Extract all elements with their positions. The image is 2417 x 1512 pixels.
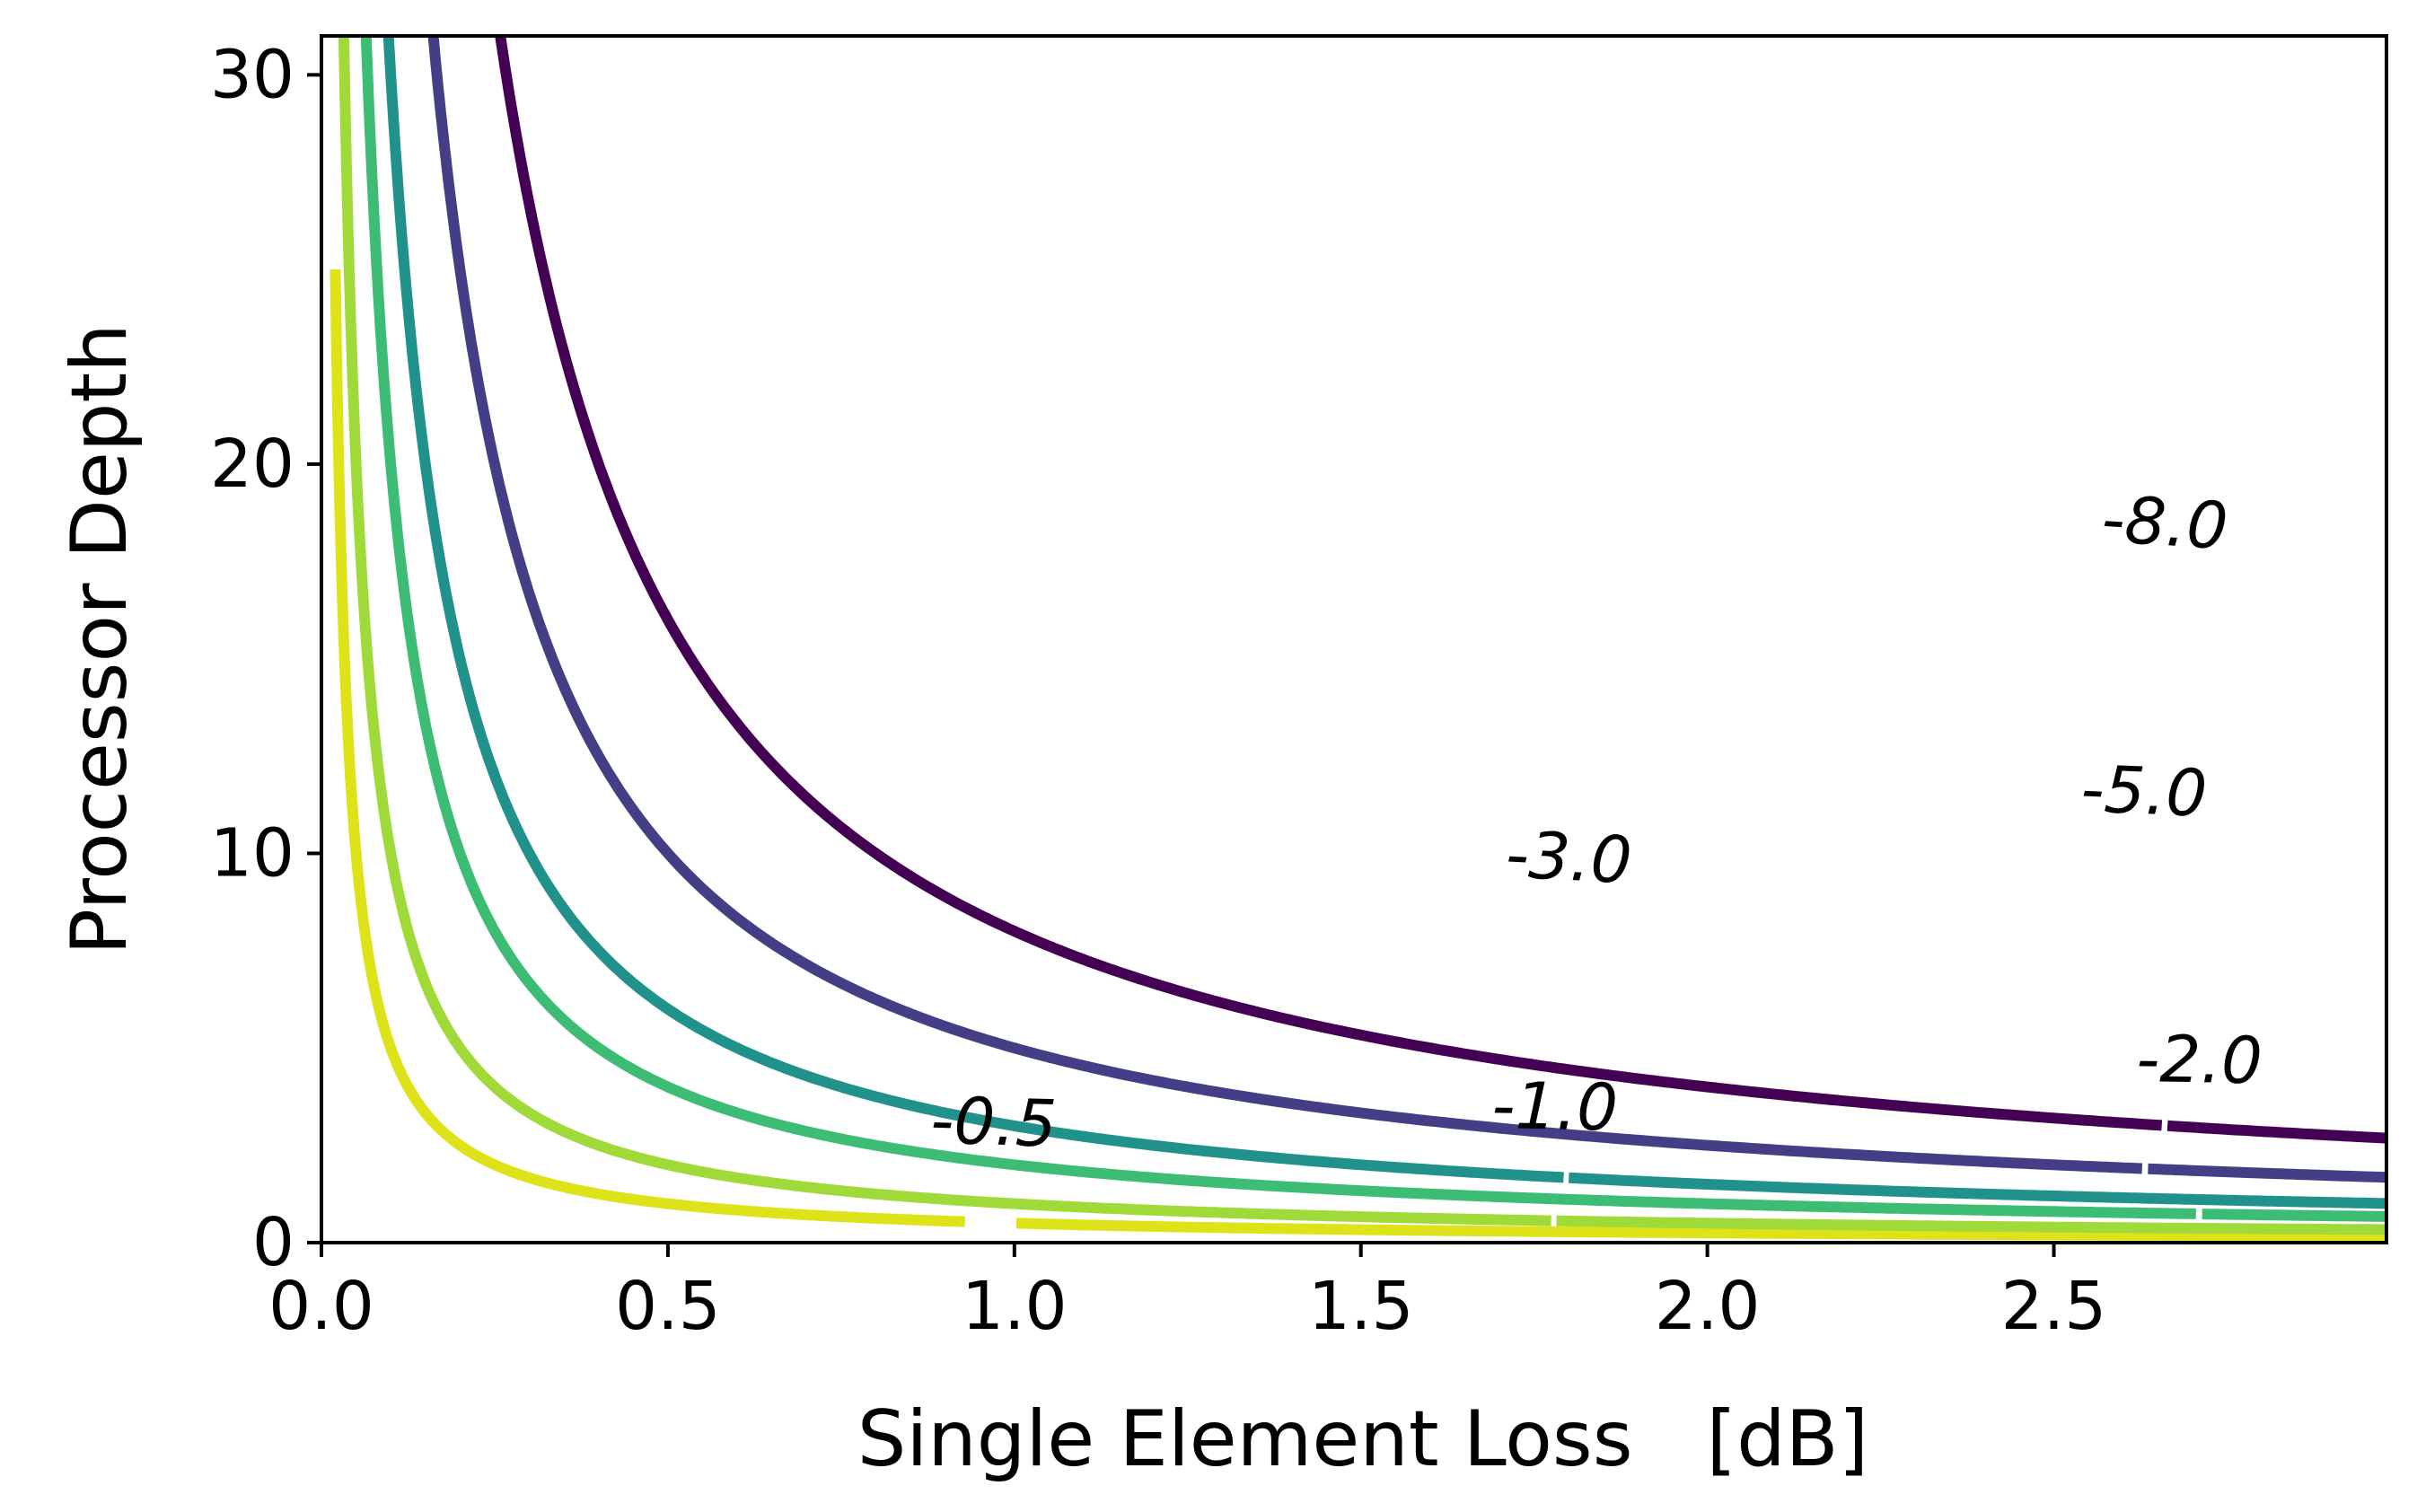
- x-tick-label: 2.5: [2001, 1268, 2107, 1345]
- contour-lines: [330, 36, 2386, 1242]
- x-tick-label: 0.5: [615, 1268, 721, 1345]
- y-tick-label: 10: [210, 814, 294, 892]
- y-axis-label: Processor Depth: [55, 323, 145, 955]
- contour-label--0.5: -0.5: [929, 1083, 1058, 1162]
- contour-line--8.0-a: [495, 36, 2163, 1131]
- contour-line--1.0-a: [338, 36, 1551, 1226]
- contour-line--3.0-a: [382, 36, 1564, 1183]
- contour-line--0.5-a: [330, 269, 965, 1227]
- contour-line--3.0-b: [1568, 1172, 2386, 1209]
- contour-line--1.0-b: [1556, 1215, 2386, 1235]
- contour-label--1.0: -1.0: [1491, 1068, 1619, 1145]
- y-tick-label: 20: [210, 426, 294, 503]
- plot-frame: [320, 34, 2388, 1244]
- contour-label--3.0: -3.0: [1504, 816, 1634, 898]
- contour-line--2.0-b: [2202, 1209, 2386, 1222]
- contour-line--5.0-a: [427, 36, 2143, 1174]
- x-axis-label: Single Element Loss [dB]: [857, 1394, 1868, 1484]
- x-tick-label: 2.0: [1655, 1268, 1761, 1345]
- y-tick-label: 0: [252, 1204, 294, 1281]
- x-tick-label: 1.5: [1308, 1268, 1414, 1345]
- contour-label--2.0: -2.0: [2136, 1021, 2263, 1098]
- y-axis-ticks: 0 10 20 30: [210, 36, 321, 1281]
- x-tick-label: 0.0: [268, 1268, 374, 1345]
- contour-line--8.0-b: [2167, 1120, 2386, 1144]
- contour-label--5.0: -5.0: [2079, 751, 2209, 831]
- contour-line--5.0-b: [2148, 1163, 2386, 1183]
- y-tick-label: 30: [210, 36, 294, 113]
- x-tick-label: 1.0: [962, 1268, 1068, 1345]
- x-axis-ticks: 0.0 0.5 1.0 1.5 2.0 2.5: [268, 1243, 2106, 1345]
- contour-line--0.5-b: [1015, 1218, 2386, 1242]
- contour-labels: -0.5 -1.0 -2.0 -3.0 -5.0 -8.0: [929, 481, 2263, 1162]
- contour-line--2.0-a: [360, 36, 2196, 1219]
- contour-label--8.0: -8.0: [2099, 481, 2229, 565]
